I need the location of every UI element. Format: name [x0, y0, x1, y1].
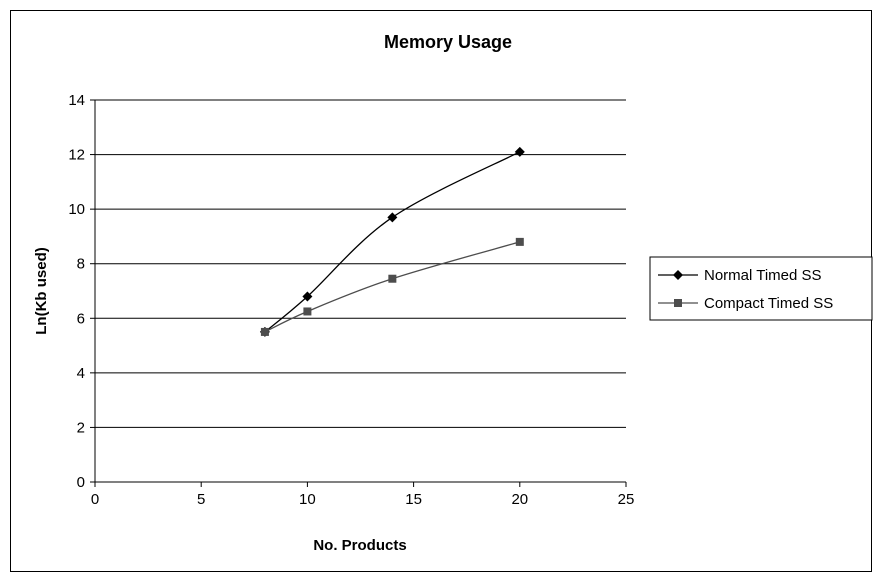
x-tick-label: 25	[618, 491, 635, 508]
x-tick-label: 5	[197, 491, 205, 508]
x-tick-label: 20	[511, 491, 528, 508]
series-1	[260, 237, 524, 336]
diamond-marker	[387, 212, 398, 223]
y-tick-label: 8	[77, 256, 85, 273]
square-marker	[515, 237, 524, 246]
axes	[90, 99, 627, 487]
square-marker	[388, 274, 397, 283]
diamond-marker	[514, 146, 525, 157]
y-axis-label: Ln(Kb used)	[33, 247, 50, 335]
legend: Normal Timed SS Compact Timed SS	[649, 256, 873, 321]
x-tick-label: 0	[91, 491, 99, 508]
x-tick-label: 15	[405, 491, 422, 508]
y-tick-label: 10	[68, 201, 85, 218]
y-tick-label: 12	[68, 147, 85, 164]
y-tick-label: 0	[77, 474, 85, 491]
y-tick-label: 4	[77, 365, 85, 382]
y-tick-label: 14	[68, 92, 85, 109]
plot-area	[95, 100, 626, 482]
chart-title: Memory Usage	[384, 32, 512, 52]
legend-box	[649, 256, 873, 321]
series-lines	[259, 146, 525, 337]
x-axis-label: No. Products	[313, 537, 406, 554]
series-line	[264, 151, 521, 333]
legend-diamond-marker	[673, 270, 683, 280]
legend-square-marker	[674, 299, 682, 307]
x-tick-label: 10	[299, 491, 316, 508]
series-0	[259, 146, 525, 337]
series-line	[264, 241, 520, 333]
square-marker	[303, 307, 312, 316]
plot-background	[95, 100, 626, 482]
y-tick-label: 2	[77, 419, 85, 436]
tick-labels: 0 2 4 6 8 10 12 14 0 5 10 15 20 25	[68, 92, 634, 508]
diamond-marker	[302, 291, 313, 302]
gridlines	[95, 99, 626, 428]
legend-label: Normal Timed SS	[704, 267, 822, 284]
y-tick-label: 6	[77, 310, 85, 327]
legend-items: Normal Timed SS Compact Timed SS	[658, 267, 833, 312]
legend-label: Compact Timed SS	[704, 295, 833, 312]
square-marker	[260, 327, 269, 336]
